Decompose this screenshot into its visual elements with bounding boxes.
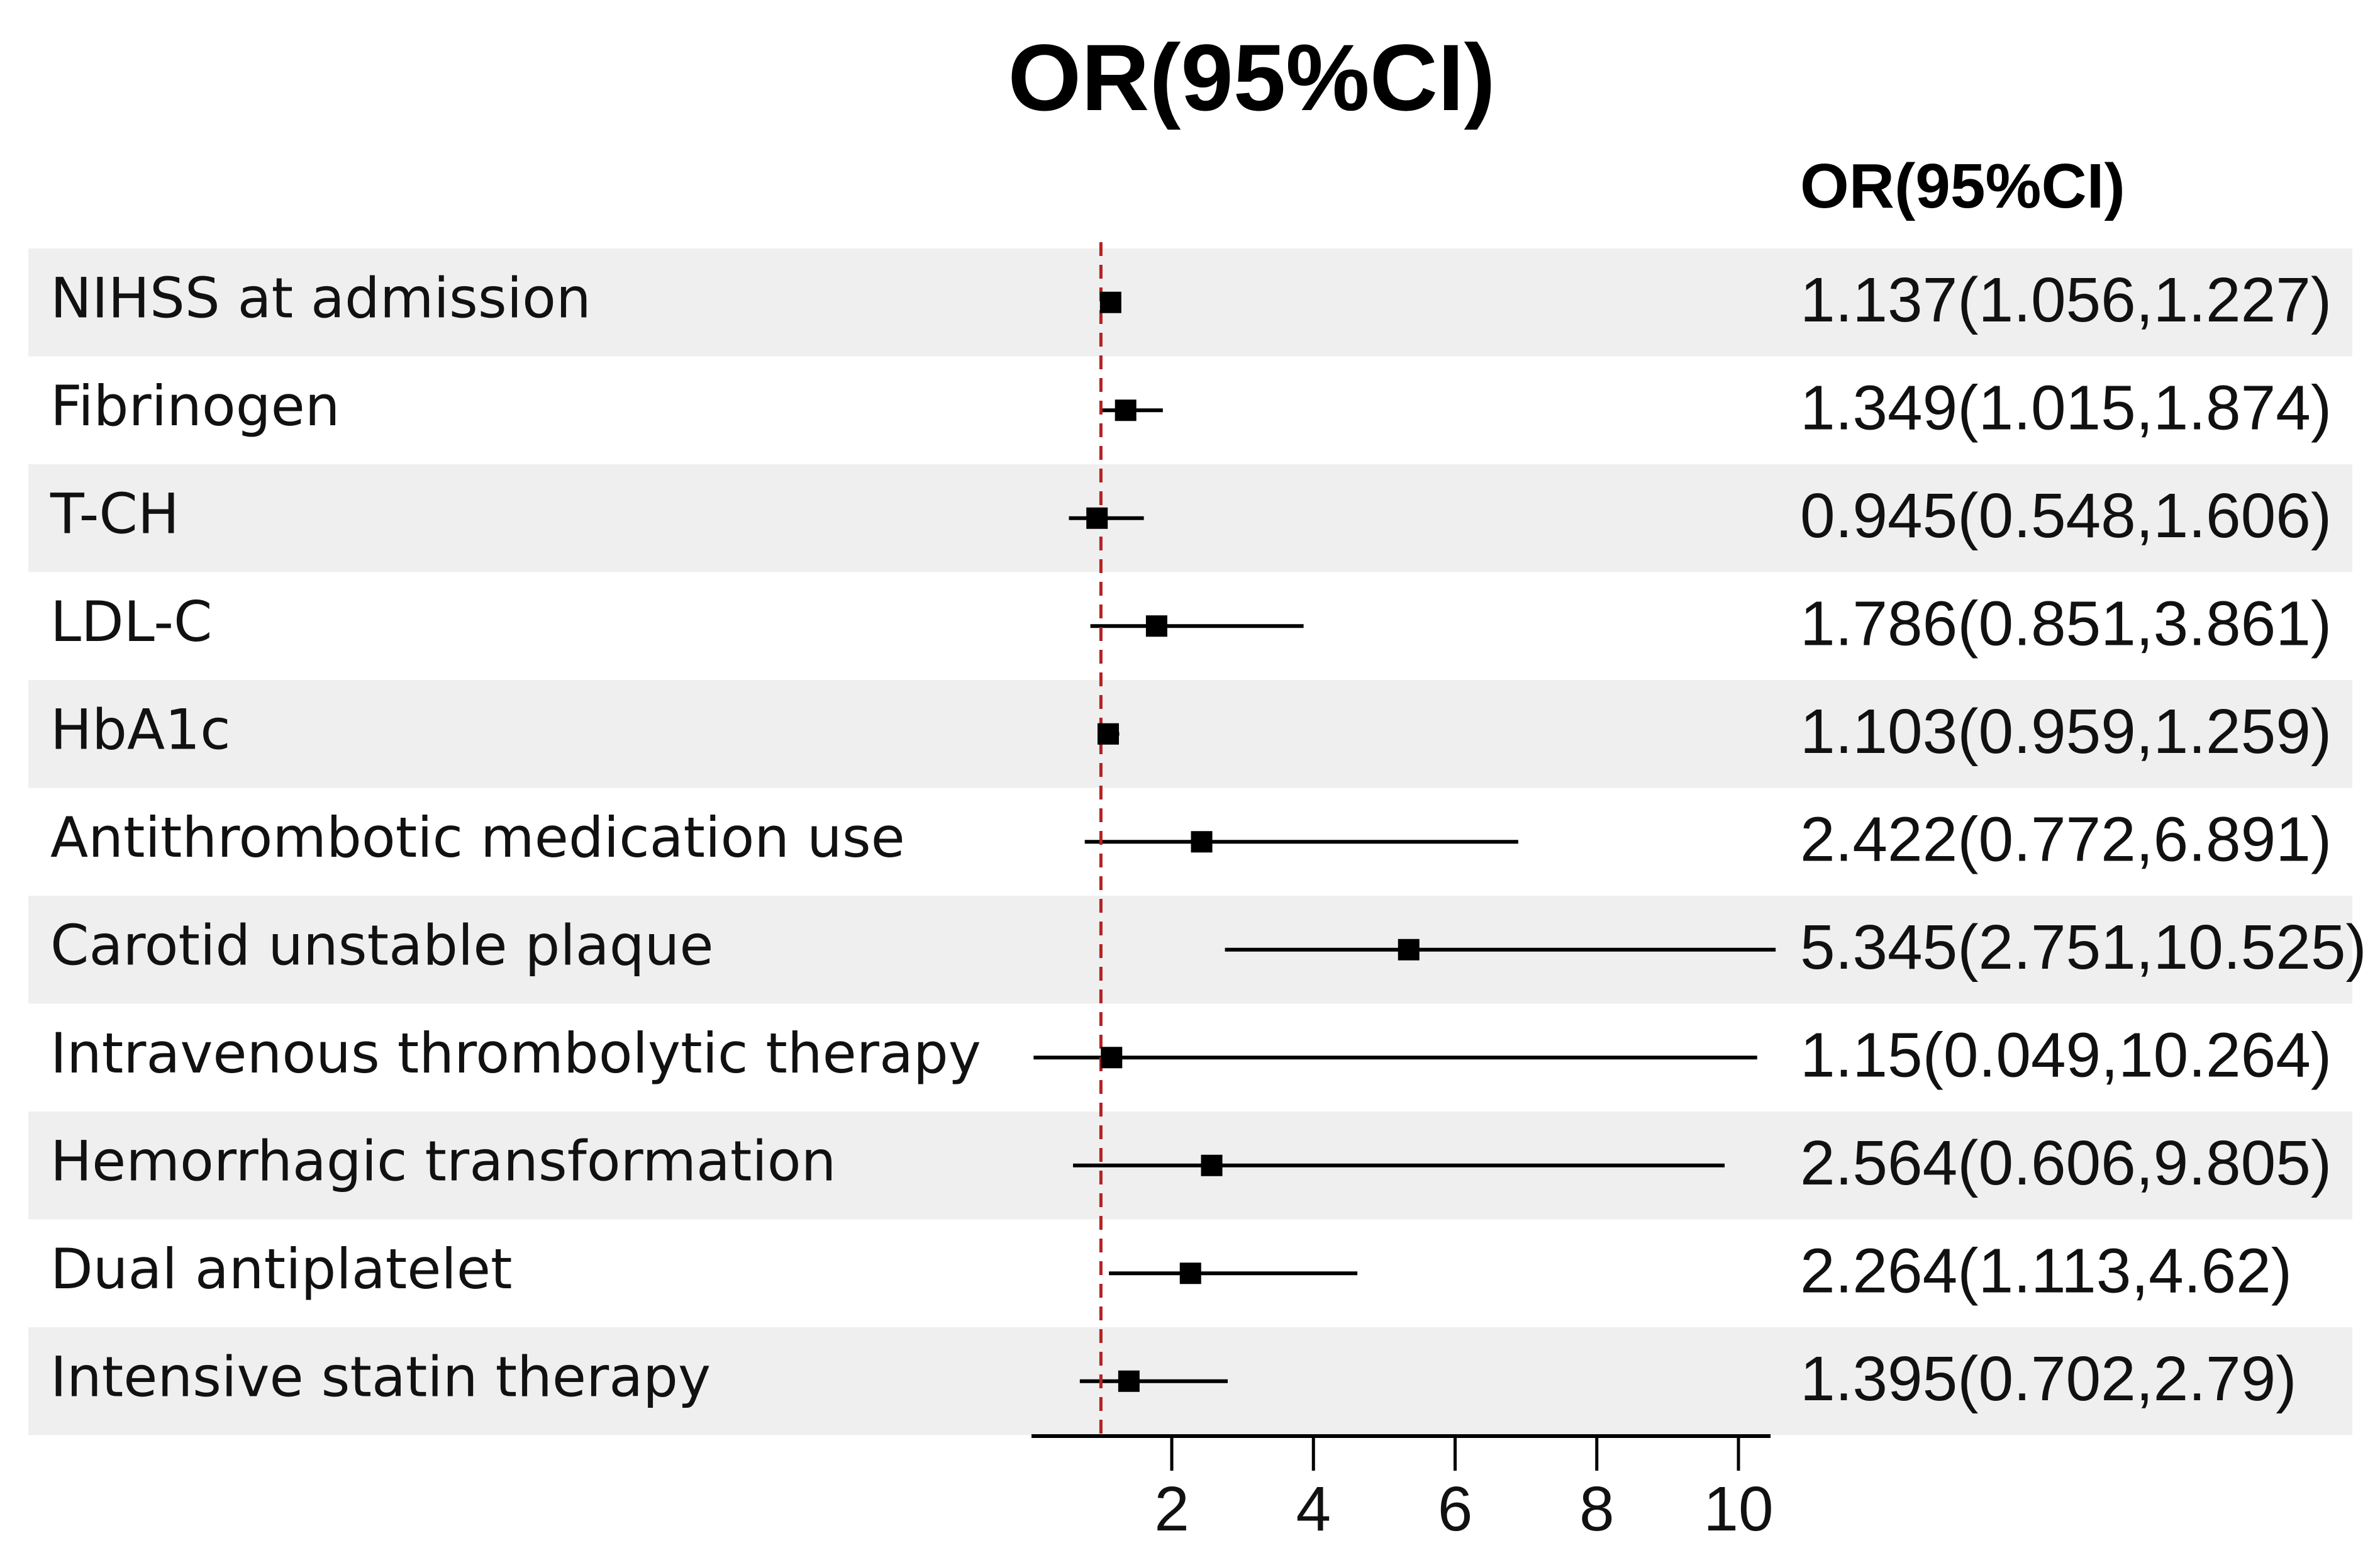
x-axis: 2 4 6 8 10 bbox=[1032, 1434, 1774, 1544]
or-value: 0.945(0.548,1.606) bbox=[1800, 481, 2332, 551]
variable-label: Hemorrhagic transformation bbox=[50, 1129, 836, 1194]
or-marker bbox=[1115, 399, 1137, 421]
or-value: 1.395(0.702,2.79) bbox=[1800, 1344, 2297, 1414]
variable-label: HbA1c bbox=[50, 698, 231, 762]
x-tick-label: 8 bbox=[1579, 1474, 1615, 1544]
or-marker bbox=[1118, 1370, 1140, 1392]
or-marker bbox=[1201, 1154, 1223, 1176]
or-marker bbox=[1097, 723, 1119, 745]
x-tick-label: 6 bbox=[1438, 1474, 1473, 1544]
or-marker bbox=[1145, 615, 1167, 637]
variable-label: LDL-C bbox=[50, 589, 212, 654]
chart-title: OR(95%CI) bbox=[1008, 25, 1495, 130]
or-value: 1.103(0.959,1.259) bbox=[1800, 696, 2332, 767]
or-marker bbox=[1191, 831, 1213, 853]
or-value: 2.264(1.113,4.62) bbox=[1800, 1236, 2292, 1306]
or-marker bbox=[1099, 291, 1121, 313]
row-background bbox=[28, 680, 2352, 788]
or-column-header: OR(95%CI) bbox=[1800, 151, 2125, 221]
or-marker bbox=[1101, 1047, 1123, 1069]
or-value: 1.349(1.015,1.874) bbox=[1800, 373, 2332, 443]
or-marker bbox=[1179, 1262, 1201, 1284]
variable-label: Intensive statin therapy bbox=[50, 1345, 711, 1410]
or-value: 1.15(0.049,10.264) bbox=[1800, 1020, 2332, 1091]
or-marker bbox=[1398, 939, 1420, 961]
or-marker bbox=[1086, 507, 1108, 529]
row-background bbox=[28, 356, 2352, 464]
or-value: 2.564(0.606,9.805) bbox=[1800, 1128, 2332, 1198]
row-background bbox=[28, 896, 2352, 1004]
variable-label: T-CH bbox=[50, 482, 179, 547]
point-estimates bbox=[1086, 291, 1420, 1392]
variable-label: Fibrinogen bbox=[50, 374, 340, 438]
variable-label: Intravenous thrombolytic therapy bbox=[50, 1021, 981, 1086]
row-background bbox=[28, 464, 2352, 572]
or-value: 1.786(0.851,3.861) bbox=[1800, 589, 2332, 659]
variable-label: Dual antiplatelet bbox=[50, 1237, 513, 1301]
or-value: 5.345(2.751,10.525) bbox=[1800, 912, 2367, 983]
x-tick-label: 2 bbox=[1154, 1474, 1189, 1544]
row-background bbox=[28, 248, 2352, 357]
variable-label: Carotid unstable plaque bbox=[50, 913, 714, 978]
variable-label: NIHSS at admission bbox=[50, 266, 591, 331]
or-values: 1.137(1.056,1.227) 1.349(1.015,1.874) 0.94… bbox=[1800, 265, 2367, 1414]
x-tick-label: 10 bbox=[1703, 1474, 1773, 1544]
variable-labels: NIHSS at admission Fibrinogen T-CH LDL-C HbA… bbox=[50, 266, 981, 1410]
x-tick-label: 4 bbox=[1296, 1474, 1331, 1544]
or-value: 1.137(1.056,1.227) bbox=[1800, 265, 2332, 335]
variable-label: Antithrombotic medication use bbox=[50, 805, 905, 870]
or-value: 2.422(0.772,6.891) bbox=[1800, 805, 2332, 875]
row-backgrounds bbox=[28, 248, 2352, 1435]
